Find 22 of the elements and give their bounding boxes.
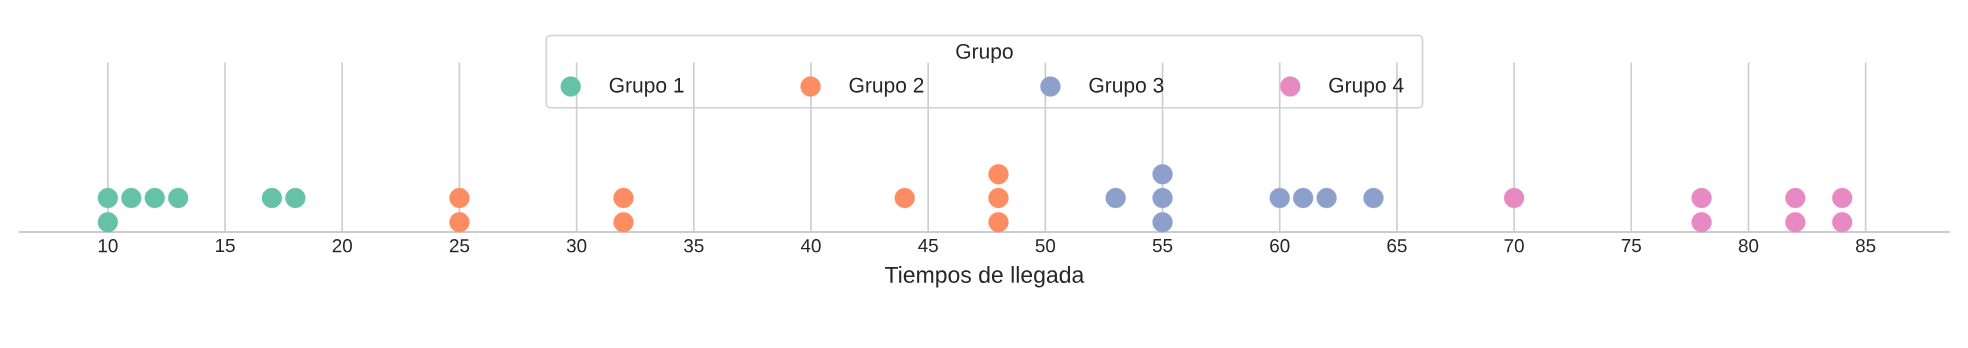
legend-label: Grupo 1 (609, 77, 684, 97)
x-tick-label: 85 (1856, 239, 1876, 253)
x-tick-label: 30 (566, 239, 587, 253)
x-tick-label: 20 (332, 239, 352, 253)
x-tick-label: 60 (1270, 239, 1290, 253)
legend-label: Grupo 4 (1329, 77, 1404, 97)
legend-title: Grupo (956, 43, 1013, 63)
x-tick-label: 55 (1152, 239, 1173, 253)
x-tick-label: 50 (1035, 239, 1056, 253)
x-tick-label: 10 (98, 239, 118, 253)
x-axis-title: Tiempos de llegada (885, 266, 1085, 288)
x-tick-label: 35 (684, 239, 704, 253)
x-tick-label: 70 (1504, 239, 1524, 253)
x-tick-label: 45 (918, 239, 938, 253)
x-tick-label: 80 (1738, 239, 1759, 253)
x-tick-label: 75 (1621, 239, 1641, 253)
legend-label: Grupo 2 (849, 77, 924, 97)
x-tick-label: 15 (216, 239, 235, 253)
x-tick-label: 25 (449, 239, 470, 253)
legend-label: Grupo 3 (1089, 77, 1164, 97)
x-tick-label: 40 (800, 239, 821, 253)
x-tick-label: 65 (1387, 239, 1407, 253)
